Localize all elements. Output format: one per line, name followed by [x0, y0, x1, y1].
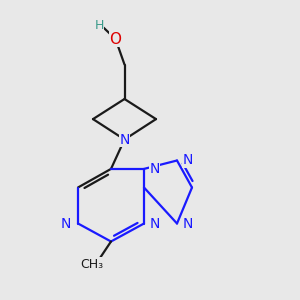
Text: N: N: [149, 162, 160, 176]
Text: N: N: [182, 154, 193, 167]
Text: O: O: [110, 32, 122, 46]
Text: N: N: [119, 133, 130, 146]
Text: N: N: [182, 217, 193, 230]
Text: H: H: [94, 19, 104, 32]
Text: N: N: [150, 217, 160, 230]
Text: N: N: [61, 217, 71, 230]
Text: CH₃: CH₃: [80, 257, 103, 271]
